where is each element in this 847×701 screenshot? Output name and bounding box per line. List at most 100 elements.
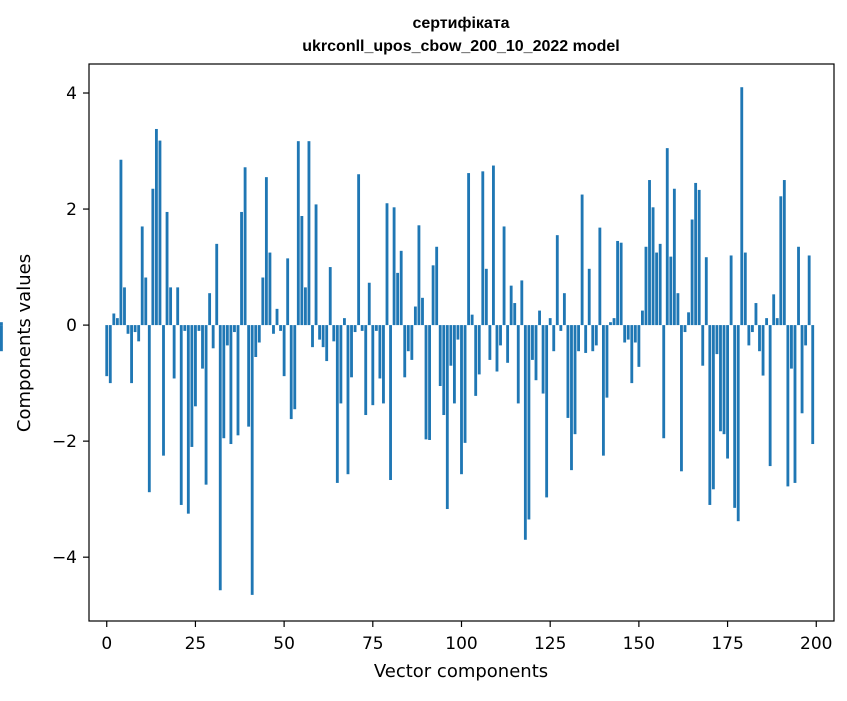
bar: [701, 325, 705, 366]
bar: [669, 256, 673, 326]
bar: [413, 306, 417, 326]
bar: [687, 312, 690, 326]
bar: [477, 325, 481, 375]
bar: [211, 325, 215, 349]
bar: [779, 196, 783, 326]
x-axis-label: Vector components: [374, 661, 548, 682]
bar: [722, 325, 726, 435]
bar: [367, 282, 371, 326]
bar: [523, 325, 527, 540]
bar: [811, 325, 815, 445]
bar: [619, 242, 623, 326]
bar: [421, 297, 424, 326]
bar: [396, 272, 400, 326]
y-tick-label: 4: [66, 84, 77, 104]
bar: [623, 325, 627, 343]
bar: [580, 194, 584, 326]
x-tick-label: 50: [273, 634, 295, 654]
bar: [296, 141, 300, 326]
bar: [460, 325, 463, 475]
bar: [243, 167, 247, 326]
bar: [758, 325, 761, 352]
bar: [797, 246, 800, 326]
bar: [385, 203, 389, 326]
bar: [708, 325, 712, 505]
x-tick-label: 200: [800, 634, 832, 654]
y-axis-ticks: −4 −2 0 2 4: [52, 84, 89, 568]
bar: [658, 243, 662, 326]
bar: [527, 325, 531, 520]
bar: [637, 325, 641, 367]
bar: [577, 325, 580, 352]
bar: [108, 325, 112, 384]
bar: [133, 325, 137, 333]
x-tick-label: 25: [185, 634, 207, 654]
bar: [275, 308, 279, 326]
bar: [442, 325, 446, 416]
bar: [137, 325, 141, 342]
bar: [463, 325, 467, 443]
bar: [218, 325, 222, 591]
bar: [499, 325, 502, 346]
bar: [694, 182, 698, 326]
bar: [339, 325, 343, 404]
bar: [105, 325, 109, 377]
y-axis-label: Components values: [14, 254, 35, 432]
bar: [357, 174, 361, 326]
bar: [197, 325, 201, 331]
bar: [495, 325, 499, 372]
bar: [428, 325, 431, 440]
bar: [115, 318, 119, 326]
bar: [222, 325, 226, 439]
bar: [438, 325, 442, 387]
bar: [360, 325, 364, 331]
bar: [165, 211, 169, 326]
bar: [289, 325, 293, 420]
bar: [555, 235, 559, 326]
bar: [293, 325, 297, 410]
bar: [697, 189, 701, 326]
bar: [683, 325, 687, 333]
bar: [364, 325, 368, 416]
bar: [225, 325, 229, 346]
bar: [740, 87, 744, 326]
bar: [268, 252, 272, 326]
y-tick-label: 0: [66, 316, 77, 336]
bar: [534, 325, 538, 381]
bar: [435, 246, 439, 326]
bar: [140, 226, 144, 326]
bar: [747, 325, 751, 346]
bar: [389, 325, 392, 481]
bar: [609, 322, 612, 326]
bar: [584, 325, 588, 353]
bar: [488, 325, 492, 360]
bar: [655, 252, 659, 326]
bar: [506, 325, 510, 363]
bar: [353, 325, 357, 333]
bar: [0, 322, 3, 326]
bar: [325, 325, 329, 362]
bar: [194, 325, 197, 407]
bar: [750, 325, 754, 333]
bar: [240, 211, 243, 326]
bar: [346, 325, 350, 475]
bar: [545, 325, 549, 498]
bar: [236, 325, 240, 436]
bar: [154, 128, 158, 326]
bar: [286, 258, 290, 326]
bar: [410, 325, 414, 360]
bar: [247, 325, 251, 427]
bar: [300, 216, 304, 326]
bar: [754, 303, 758, 326]
bar: [605, 325, 609, 398]
bar: [452, 325, 456, 404]
bar: [144, 277, 148, 326]
bar: [715, 325, 719, 355]
x-tick-label: 175: [711, 634, 743, 654]
bar: [257, 325, 261, 343]
bar: [719, 325, 722, 432]
bar: [648, 180, 651, 326]
bar: [371, 325, 375, 406]
bar: [328, 267, 332, 326]
bar: [729, 255, 733, 326]
